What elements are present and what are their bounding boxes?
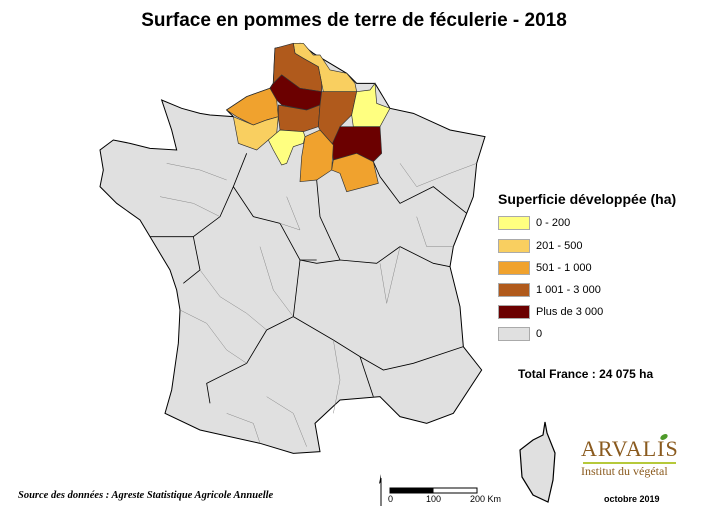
legend-label: 201 - 500	[536, 240, 583, 252]
legend-swatch	[498, 283, 530, 297]
department-aube	[331, 152, 379, 193]
date: octobre 2019	[604, 494, 660, 504]
corsica	[519, 421, 556, 503]
legend-label: 1 001 - 3 000	[536, 284, 601, 296]
legend-item: 0	[498, 326, 542, 342]
legend-swatch	[498, 239, 530, 253]
north-arrow-icon	[379, 474, 382, 506]
arvalis-logo: ARVALIS	[581, 436, 679, 461]
legend-item: 0 - 200	[498, 215, 570, 231]
legend-label: 0	[536, 328, 543, 340]
department-ardennes	[351, 82, 391, 127]
legend-item: 1 001 - 3 000	[498, 282, 601, 298]
legend-label: Plus de 3 000	[536, 306, 604, 318]
department-borders	[159, 163, 477, 447]
arvalis-tagline: Institut du végétal	[581, 464, 668, 478]
legend-swatch	[498, 327, 530, 341]
legend-item: 201 - 500	[498, 238, 582, 254]
legend-swatch	[498, 261, 530, 275]
department-ile-de-france-west	[267, 129, 306, 166]
legend-label: 0 - 200	[536, 217, 571, 229]
region-borders	[149, 153, 467, 404]
legend-label: 501 - 1 000	[536, 262, 592, 274]
legend-item: Plus de 3 000	[498, 304, 603, 320]
legend-item: 501 - 1 000	[498, 260, 592, 276]
scale-label: 200 Km	[470, 494, 502, 504]
total-france: Total France : 24 075 ha	[518, 367, 654, 381]
scale-label: 0	[388, 494, 394, 504]
legend-swatch	[498, 305, 530, 319]
data-source: Source des données : Agreste Statistique…	[18, 490, 274, 501]
scale-label: 100	[426, 494, 442, 504]
arvalis-leaf-icon	[583, 434, 676, 464]
department-oise	[277, 104, 321, 133]
scale-bar	[389, 487, 478, 494]
map-title: Surface en pommes de terre de féculerie …	[141, 10, 567, 31]
legend-swatch	[498, 216, 530, 230]
legend-title: Superficie développée (ha)	[498, 191, 677, 207]
department-seine-et-marne	[299, 129, 334, 183]
